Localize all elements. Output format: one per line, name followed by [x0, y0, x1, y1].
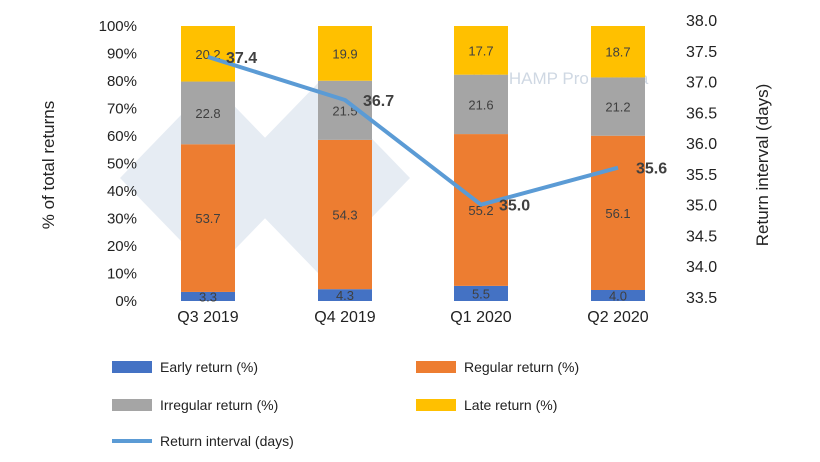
- bar-late-1: [318, 26, 372, 81]
- bar-label-early-2: 5.5: [472, 286, 490, 301]
- y2-tick-label: 37.5: [686, 44, 717, 61]
- bar-regular-1: [318, 139, 372, 290]
- y-axis-ticks: 0% 10% 20% 30% 40% 50% 60% 70% 80% 90% 100%: [99, 18, 137, 310]
- y-tick-label: 90%: [107, 46, 137, 63]
- bar-irregular-3: [591, 77, 645, 136]
- x-axis-ticks: Q3 2019 Q4 2019 Q1 2020 Q2 2020: [177, 309, 648, 326]
- bar-label-late-2: 17.7: [468, 43, 493, 58]
- bar-label-regular-0: 53.7: [195, 211, 220, 226]
- bar-late-3: [591, 26, 645, 78]
- x-tick-label: Q1 2020: [450, 309, 511, 326]
- y2-tick-label: 35.5: [686, 167, 717, 184]
- y-tick-label: 30%: [107, 211, 137, 228]
- bar-label-early-3: 4.0: [609, 289, 627, 304]
- bar-label-early-1: 4.3: [336, 288, 354, 303]
- bar-label-regular-2: 55.2: [468, 203, 493, 218]
- line-label-2: 35.0: [499, 198, 530, 215]
- y2-tick-label: 33.5: [686, 290, 717, 307]
- y2-tick-label: 34.5: [686, 228, 717, 245]
- y-tick-label: 100%: [99, 18, 137, 35]
- bar-label-irregular-2: 21.6: [468, 97, 493, 112]
- bar-early-2: [454, 285, 508, 301]
- y-tick-label: 0%: [115, 293, 137, 310]
- line-label-0: 37.4: [226, 50, 257, 67]
- bar-early-1: [318, 289, 372, 301]
- y-tick-label: 80%: [107, 73, 137, 90]
- bar-label-late-1: 19.9: [332, 46, 357, 61]
- y2-axis-ticks: 33.5 34.0 34.5 35.0 35.5 36.0 36.5 37.0 37.5 38.0: [686, 13, 717, 307]
- bar-early-3: [591, 290, 645, 301]
- y2-tick-label: 38.0: [686, 13, 717, 30]
- y-tick-label: 50%: [107, 156, 137, 173]
- bar-late-2: [454, 26, 508, 75]
- y2-tick-label: 35.0: [686, 198, 717, 215]
- y-axis-title: % of total returns: [39, 101, 58, 230]
- y2-tick-label: 36.5: [686, 105, 717, 122]
- bars: 3.353.722.820.24.354.321.519.95.555.221.…: [181, 26, 645, 304]
- y-tick-label: 60%: [107, 128, 137, 145]
- bar-early-0: [181, 291, 235, 301]
- y-tick-label: 20%: [107, 238, 137, 255]
- bar-label-late-3: 18.7: [605, 45, 630, 60]
- x-tick-label: Q2 2020: [587, 309, 648, 326]
- bar-regular-0: [181, 144, 235, 292]
- bar-irregular-1: [318, 80, 372, 140]
- x-tick-label: Q3 2019: [177, 309, 238, 326]
- bar-late-0: [181, 26, 235, 82]
- bar-regular-2: [454, 134, 508, 286]
- bar-label-regular-3: 56.1: [605, 206, 630, 221]
- y-tick-label: 40%: [107, 183, 137, 200]
- bar-irregular-0: [181, 81, 235, 145]
- y-tick-label: 10%: [107, 266, 137, 283]
- y-tick-label: 70%: [107, 101, 137, 118]
- line-label-1: 36.7: [363, 93, 394, 110]
- return-interval-line: 37.4 36.7 35.0 35.6: [207, 50, 667, 215]
- y2-tick-label: 37.0: [686, 75, 717, 92]
- bar-label-regular-1: 54.3: [332, 208, 357, 223]
- line-label-3: 35.6: [636, 161, 667, 178]
- y2-tick-label: 34.0: [686, 259, 717, 276]
- bar-irregular-2: [454, 74, 508, 135]
- bar-regular-3: [591, 135, 645, 290]
- x-tick-label: Q4 2019: [314, 309, 375, 326]
- y2-tick-label: 36.0: [686, 136, 717, 153]
- bar-label-irregular-0: 22.8: [195, 106, 220, 121]
- y2-axis-title: Return interval (days): [753, 84, 772, 247]
- return-interval-polyline: [207, 55, 619, 207]
- bar-label-early-0: 3.3: [199, 289, 217, 304]
- bar-label-irregular-3: 21.2: [605, 100, 630, 115]
